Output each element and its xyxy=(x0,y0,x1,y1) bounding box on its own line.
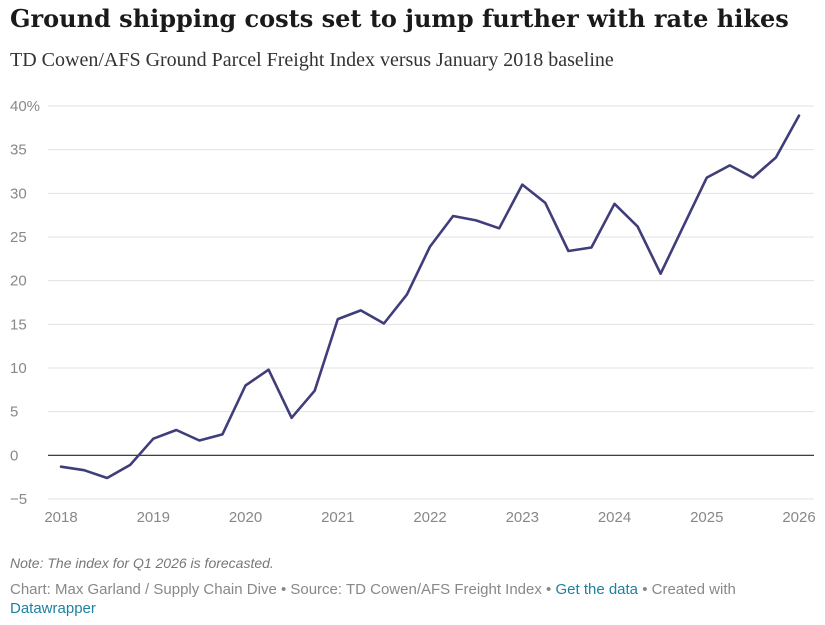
chart-subtitle: TD Cowen/AFS Ground Parcel Freight Index… xyxy=(10,49,614,71)
datawrapper-link[interactable]: Datawrapper xyxy=(10,600,96,617)
y-tick-label: −5 xyxy=(10,491,27,508)
y-tick-label: 40% xyxy=(10,98,40,115)
series-line xyxy=(59,114,801,480)
x-tick-label: 2026 xyxy=(782,509,815,526)
chart-note: Note: The index for Q1 2026 is forecaste… xyxy=(10,555,274,571)
x-tick-label: 2020 xyxy=(229,509,262,526)
y-tick-label: 15 xyxy=(10,316,27,333)
y-tick-label: 35 xyxy=(10,142,27,159)
gridlines xyxy=(48,105,814,500)
x-tick-label: 2024 xyxy=(598,509,631,526)
x-tick-label: 2022 xyxy=(413,509,446,526)
x-tick-label: 2019 xyxy=(137,509,170,526)
chart-title: Ground shipping costs set to jump furthe… xyxy=(10,4,789,33)
y-tick-label: 25 xyxy=(10,229,27,246)
x-tick-label: 2021 xyxy=(321,509,354,526)
chart-credits: Chart: Max Garland / Supply Chain Dive •… xyxy=(10,580,800,618)
y-tick-label: 20 xyxy=(10,273,27,290)
y-tick-label: 0 xyxy=(10,447,18,464)
x-tick-label: 2018 xyxy=(44,509,77,526)
x-tick-label: 2025 xyxy=(690,509,723,526)
credit-text: Chart: Max Garland / Supply Chain Dive •… xyxy=(10,581,556,598)
line-chart: 40% 35 30 25 20 15 10 5 0 −5 2018 2019 2020 2021 2022… xyxy=(10,98,816,526)
y-tick-label: 5 xyxy=(10,404,18,421)
x-axis-ticks: 2018 2019 2020 2021 2022 2023 2024 2025 2026 xyxy=(44,509,815,526)
series-line-layer xyxy=(59,114,801,480)
created-with-text: • Created with xyxy=(638,581,736,598)
x-tick-label: 2023 xyxy=(506,509,539,526)
y-tick-label: 30 xyxy=(10,185,27,202)
get-the-data-link[interactable]: Get the data xyxy=(555,581,639,598)
y-tick-label: 10 xyxy=(10,360,27,377)
y-axis-ticks: 40% 35 30 25 20 15 10 5 0 −5 xyxy=(10,98,40,508)
